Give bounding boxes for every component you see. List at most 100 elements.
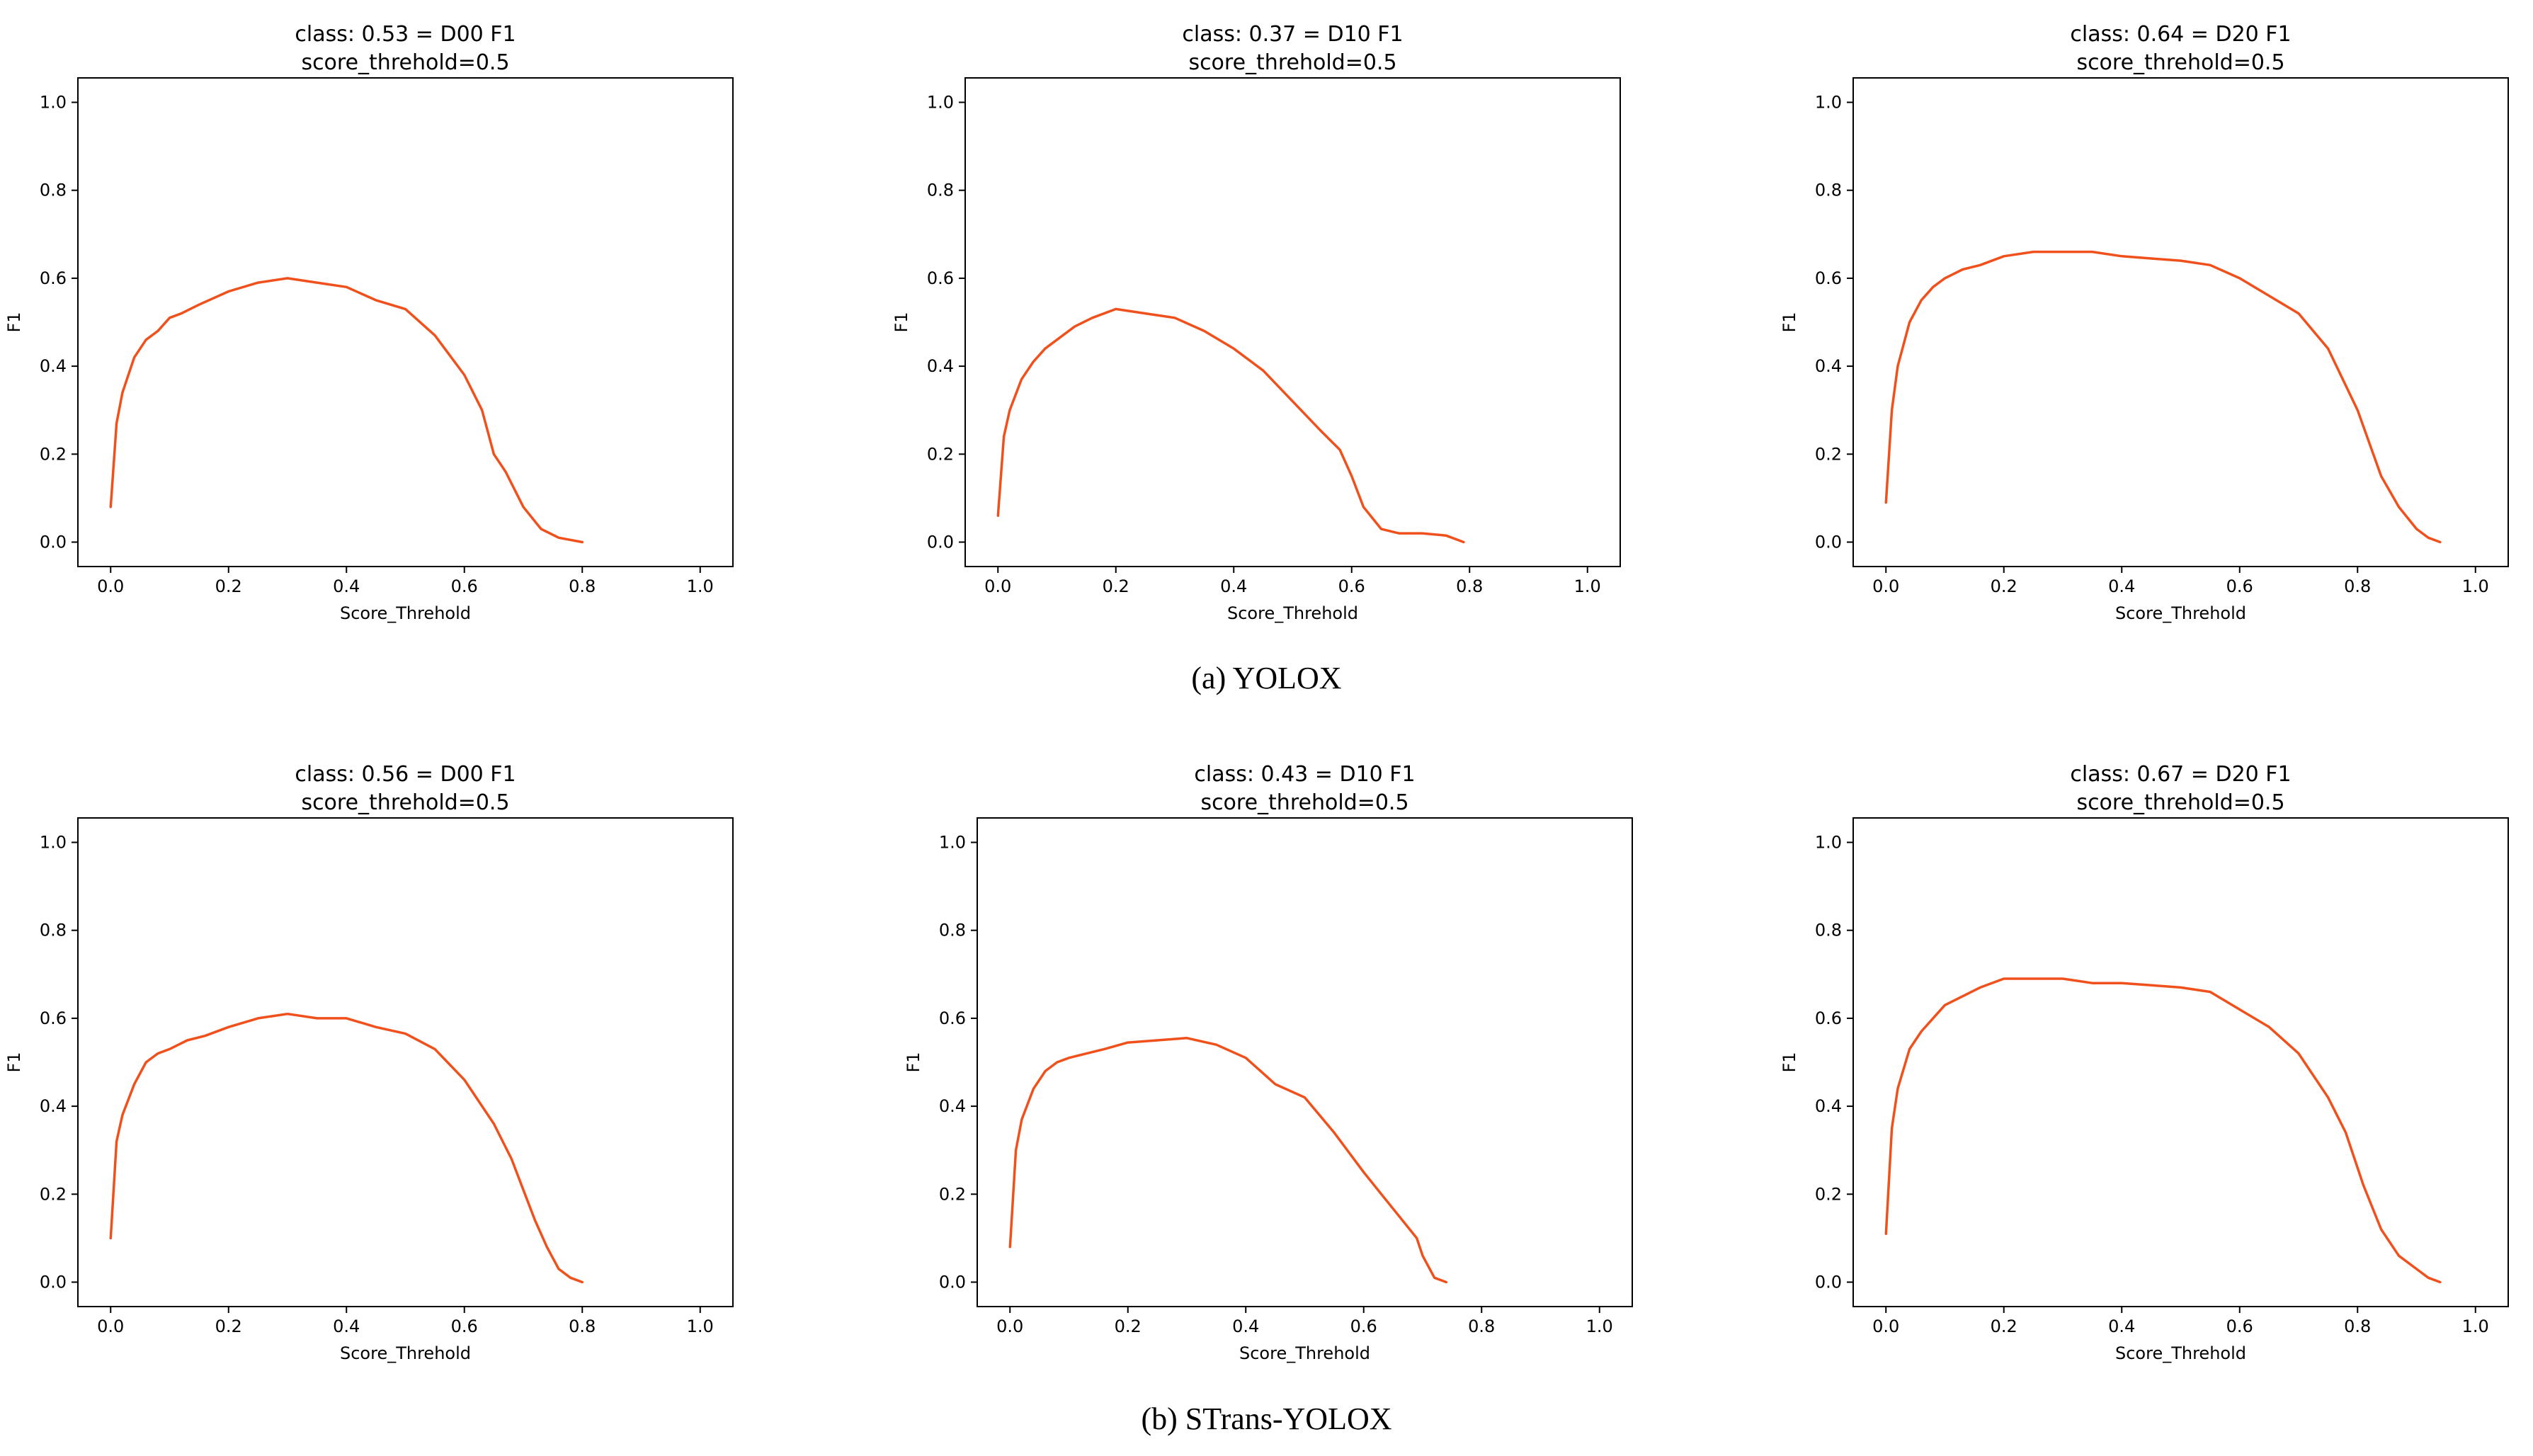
chart-title: class: 0.53 = D00 F1 bbox=[295, 22, 516, 47]
x-tick-label: 0.6 bbox=[1350, 1316, 1377, 1336]
plot-frame bbox=[1852, 817, 2509, 1307]
x-axis-label: Score_Threhold bbox=[340, 603, 471, 623]
y-tick-label: 0.4 bbox=[40, 356, 67, 376]
x-tick-label: 0.8 bbox=[1468, 1316, 1495, 1336]
y-tick-label: 0.4 bbox=[1815, 1096, 1842, 1116]
chart-title: class: 0.67 = D20 F1 bbox=[2070, 762, 2291, 787]
y-tick-label: 0.6 bbox=[939, 1008, 966, 1028]
y-axis-label: F1 bbox=[1780, 312, 1799, 332]
x-tick-label: 0.8 bbox=[569, 1316, 596, 1336]
x-tick-label: 0.0 bbox=[996, 1316, 1023, 1336]
x-tick-label: 1.0 bbox=[1586, 1316, 1613, 1336]
y-tick-label: 0.0 bbox=[1815, 533, 1842, 552]
x-axis-label: Score_Threhold bbox=[1227, 603, 1358, 623]
x-tick-label: 1.0 bbox=[2462, 576, 2489, 596]
x-tick-label: 0.8 bbox=[2344, 576, 2371, 596]
chart-panel-1: class: 0.53 = D00 F1 score_threhold=0.5 0.… bbox=[4, 22, 734, 623]
y-tick-label: 0.2 bbox=[1815, 444, 1842, 464]
x-tick-label: 0.8 bbox=[1456, 576, 1483, 596]
y-tick-label: 0.0 bbox=[927, 533, 954, 552]
y-axis-label: F1 bbox=[4, 312, 24, 332]
y-axis-label: F1 bbox=[1780, 1052, 1799, 1072]
y-tick-label: 1.0 bbox=[1815, 833, 1842, 853]
x-axis-label: Score_Threhold bbox=[1239, 1343, 1370, 1363]
chart-panel-5: class: 0.43 = D10 F1 score_threhold=0.5 0.… bbox=[904, 762, 1633, 1363]
y-tick-label: 0.6 bbox=[1815, 1008, 1842, 1028]
y-tick-label: 0.8 bbox=[40, 921, 67, 940]
x-tick-label: 0.8 bbox=[569, 576, 596, 596]
y-tick-label: 0.0 bbox=[939, 1273, 966, 1292]
y-tick-label: 0.0 bbox=[40, 1273, 67, 1292]
chart-panel-4: class: 0.56 = D00 F1 score_threhold=0.5 0.… bbox=[4, 762, 734, 1363]
x-axis-label: Score_Threhold bbox=[2115, 1343, 2246, 1363]
f1-curve bbox=[1884, 977, 2442, 1284]
y-tick-label: 1.0 bbox=[939, 833, 966, 853]
x-tick-label: 1.0 bbox=[687, 576, 714, 596]
y-tick-label: 1.0 bbox=[40, 833, 67, 853]
y-tick-label: 1.0 bbox=[40, 93, 67, 113]
x-tick-label: 0.0 bbox=[97, 1316, 124, 1336]
y-tick-label: 0.6 bbox=[927, 268, 954, 288]
x-tick-label: 1.0 bbox=[2462, 1316, 2489, 1336]
plot-frame bbox=[964, 77, 1621, 567]
y-tick-label: 0.2 bbox=[1815, 1184, 1842, 1204]
x-tick-label: 0.4 bbox=[333, 1316, 360, 1336]
y-tick-label: 0.8 bbox=[1815, 181, 1842, 200]
y-tick-label: 0.4 bbox=[40, 1096, 67, 1116]
chart-subtitle: score_threhold=0.5 bbox=[2076, 790, 2284, 815]
x-tick-label: 0.6 bbox=[451, 1316, 478, 1336]
f1-curve bbox=[109, 277, 584, 544]
x-tick-label: 0.4 bbox=[2108, 1316, 2135, 1336]
y-axis-label: F1 bbox=[4, 1052, 24, 1072]
x-tick-label: 0.4 bbox=[333, 576, 360, 596]
x-tick-label: 0.2 bbox=[1115, 1316, 1142, 1336]
y-tick-label: 0.6 bbox=[40, 1008, 67, 1028]
chart-title: class: 0.64 = D20 F1 bbox=[2070, 22, 2291, 47]
x-tick-label: 0.6 bbox=[2226, 576, 2253, 596]
caption-bottom: (b) STrans-YOLOX bbox=[1141, 1401, 1392, 1436]
chart-title: class: 0.43 = D10 F1 bbox=[1194, 762, 1415, 787]
y-tick-label: 0.2 bbox=[939, 1184, 966, 1204]
plot-frame bbox=[977, 817, 1633, 1307]
x-tick-label: 0.2 bbox=[1103, 576, 1129, 596]
y-tick-label: 0.2 bbox=[40, 444, 67, 464]
y-tick-label: 0.0 bbox=[40, 533, 67, 552]
chart-panel-3: class: 0.64 = D20 F1 score_threhold=0.5 0.… bbox=[1780, 22, 2509, 623]
x-axis-label: Score_Threhold bbox=[340, 1343, 471, 1363]
x-tick-label: 0.6 bbox=[1338, 576, 1365, 596]
x-tick-label: 0.2 bbox=[215, 1316, 242, 1336]
x-tick-label: 0.4 bbox=[1220, 576, 1247, 596]
x-tick-label: 0.0 bbox=[1872, 576, 1899, 596]
x-tick-label: 0.2 bbox=[1991, 1316, 2017, 1336]
plot-frame bbox=[1852, 77, 2509, 567]
y-tick-label: 0.2 bbox=[40, 1184, 67, 1204]
x-tick-label: 0.6 bbox=[451, 576, 478, 596]
x-axis-label: Score_Threhold bbox=[2115, 603, 2246, 623]
chart-title: class: 0.56 = D00 F1 bbox=[295, 762, 516, 787]
y-tick-label: 0.6 bbox=[1815, 268, 1842, 288]
x-tick-label: 0.4 bbox=[2108, 576, 2135, 596]
y-tick-label: 0.6 bbox=[40, 268, 67, 288]
f1-curve bbox=[1884, 250, 2442, 544]
chart-title: class: 0.37 = D10 F1 bbox=[1182, 22, 1403, 47]
x-tick-label: 0.8 bbox=[2344, 1316, 2371, 1336]
y-tick-label: 0.8 bbox=[1815, 921, 1842, 940]
x-tick-label: 1.0 bbox=[1574, 576, 1601, 596]
y-tick-label: 0.2 bbox=[927, 444, 954, 464]
x-tick-label: 0.2 bbox=[1991, 576, 2017, 596]
chart-panel-6: class: 0.67 = D20 F1 score_threhold=0.5 0.… bbox=[1780, 762, 2509, 1363]
plot-frame bbox=[77, 817, 734, 1307]
x-tick-label: 0.4 bbox=[1232, 1316, 1259, 1336]
y-tick-label: 0.8 bbox=[40, 181, 67, 200]
chart-subtitle: score_threhold=0.5 bbox=[301, 50, 509, 75]
f1-curve bbox=[109, 1012, 584, 1284]
y-axis-label: F1 bbox=[904, 1052, 923, 1072]
x-tick-label: 0.0 bbox=[97, 576, 124, 596]
y-axis-label: F1 bbox=[892, 312, 911, 332]
y-tick-label: 0.4 bbox=[939, 1096, 966, 1116]
x-tick-label: 0.0 bbox=[984, 576, 1011, 596]
chart-panel-2: class: 0.37 = D10 F1 score_threhold=0.5 0.… bbox=[892, 22, 1621, 623]
chart-subtitle: score_threhold=0.5 bbox=[301, 790, 509, 815]
chart-subtitle: score_threhold=0.5 bbox=[1188, 50, 1396, 75]
